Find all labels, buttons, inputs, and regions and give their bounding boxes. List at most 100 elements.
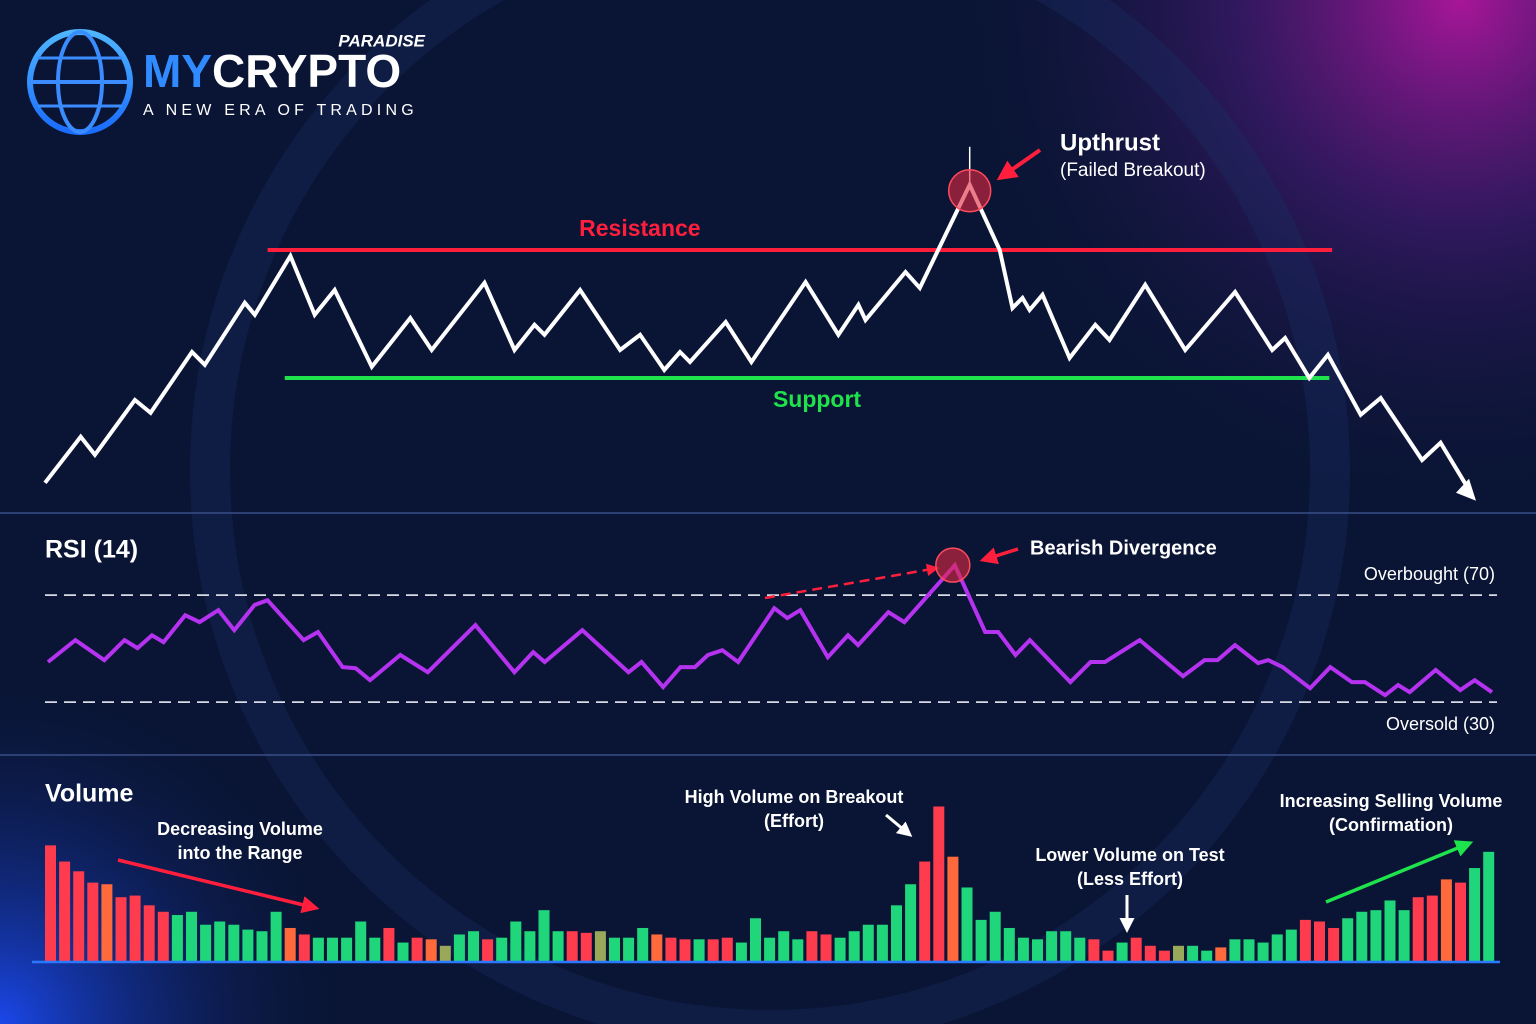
volume-bar — [876, 924, 888, 962]
volume-bar — [157, 911, 169, 962]
volume-bar — [1060, 931, 1072, 962]
volume-bar — [806, 931, 818, 962]
volume-bar — [538, 910, 550, 962]
volume-bar — [256, 931, 268, 962]
data-line — [43, 180, 1474, 496]
volume-bar — [397, 942, 409, 962]
volume-bar — [1173, 945, 1184, 962]
annotation-arrow — [1325, 840, 1474, 904]
volume-bar — [778, 931, 790, 962]
volume-bar — [242, 929, 254, 962]
volume-bar — [143, 905, 155, 962]
level-label: Support — [773, 386, 861, 412]
annotation: High Volume on Breakout (Effort) — [685, 787, 904, 831]
volume-bar — [1356, 911, 1368, 962]
volume-bar — [59, 861, 71, 962]
volume-bar — [171, 915, 183, 962]
volume-bar — [341, 937, 353, 962]
volume-bar — [101, 884, 113, 962]
annotation: Lower Volume on Test (Less Effort) — [1035, 845, 1224, 889]
volume-bar — [891, 905, 902, 962]
volume-bar — [355, 921, 367, 962]
volume-bar — [1469, 868, 1481, 962]
volume-bar — [327, 937, 338, 962]
level-label: Oversold (30) — [1386, 714, 1495, 734]
volume-bar — [665, 937, 677, 962]
volume-bar — [45, 845, 56, 962]
volume-bar — [989, 911, 1001, 962]
volume-bar — [834, 937, 846, 962]
volume-bar — [1455, 882, 1466, 962]
volume-bar — [820, 934, 832, 962]
volume-bar — [905, 884, 917, 962]
volume-bar — [707, 939, 719, 962]
volume-bar — [1299, 919, 1311, 962]
volume-bar — [87, 882, 99, 962]
volume-bar — [919, 861, 931, 962]
brand-name-second: CRYPTO — [212, 45, 401, 97]
volume-bar — [1187, 945, 1199, 962]
volume-bar — [1046, 931, 1058, 962]
panel-title: RSI (14) — [45, 536, 138, 564]
volume-bar — [764, 937, 776, 962]
volume-bar — [1074, 937, 1086, 962]
volume-bar — [1384, 900, 1396, 962]
volume-bar — [552, 931, 564, 962]
annotation-line: (Confirmation) — [1329, 815, 1453, 835]
volume-bar — [298, 934, 310, 962]
volume-bar — [214, 921, 226, 962]
level-label: Overbought (70) — [1364, 564, 1495, 584]
brand-tag: PARADISE — [338, 31, 425, 50]
volume-bar — [637, 927, 649, 962]
volume-bar — [1412, 897, 1424, 962]
volume-bar — [453, 934, 465, 962]
volume-bar — [284, 927, 296, 962]
volume-bar — [73, 871, 85, 962]
volume-bar — [228, 924, 240, 962]
volume-bar — [1483, 851, 1495, 962]
volume-bar — [1398, 910, 1410, 962]
volume-bar — [1116, 942, 1128, 962]
annotation-line: Decreasing Volume — [157, 819, 323, 839]
level-label: Resistance — [579, 215, 700, 241]
annotation-arrow — [117, 858, 320, 914]
volume-bar — [651, 934, 663, 962]
volume-bar — [1102, 950, 1114, 962]
brand-name-first: MY — [143, 45, 212, 97]
volume-bar — [1017, 937, 1029, 962]
volume-bar — [115, 897, 127, 962]
volume-bar — [947, 856, 959, 962]
volume-bar — [1271, 934, 1283, 962]
volume-bar — [1328, 927, 1340, 962]
volume-bar — [1370, 910, 1382, 962]
logo: PARADISE MYCRYPTO A NEW ERA OF TRADING — [27, 29, 426, 135]
volume-bar — [1229, 939, 1241, 962]
volume-bar — [693, 939, 705, 962]
volume-bar — [721, 937, 733, 962]
volume-bar — [1003, 927, 1015, 962]
annotation-line: Increasing Selling Volume — [1280, 791, 1503, 811]
volume-bar — [735, 942, 747, 962]
peak-highlight — [947, 169, 992, 213]
volume-bar — [1088, 939, 1100, 962]
volume-bar — [1144, 945, 1156, 962]
volume-bar — [792, 939, 804, 962]
annotation-line: into the Range — [178, 843, 303, 863]
volume-bar — [186, 911, 197, 962]
volume-bar — [975, 919, 987, 962]
volume-bar — [862, 924, 874, 962]
volume-bar — [1215, 947, 1227, 962]
volume-bar — [1314, 921, 1325, 962]
annotation-arrow — [996, 148, 1042, 181]
volume-bar — [312, 937, 324, 962]
annotation: Decreasing Volume into the Range — [157, 819, 323, 863]
volume-bar — [200, 924, 212, 962]
annotation-subtitle: (Failed Breakout) — [1060, 160, 1206, 181]
arrow-head — [1456, 478, 1476, 501]
annotation-arrow — [979, 547, 1019, 565]
volume-bar — [566, 931, 578, 962]
volume-bar — [1257, 942, 1269, 962]
volume-bar — [961, 887, 973, 962]
annotation-line: High Volume on Breakout — [685, 787, 904, 807]
